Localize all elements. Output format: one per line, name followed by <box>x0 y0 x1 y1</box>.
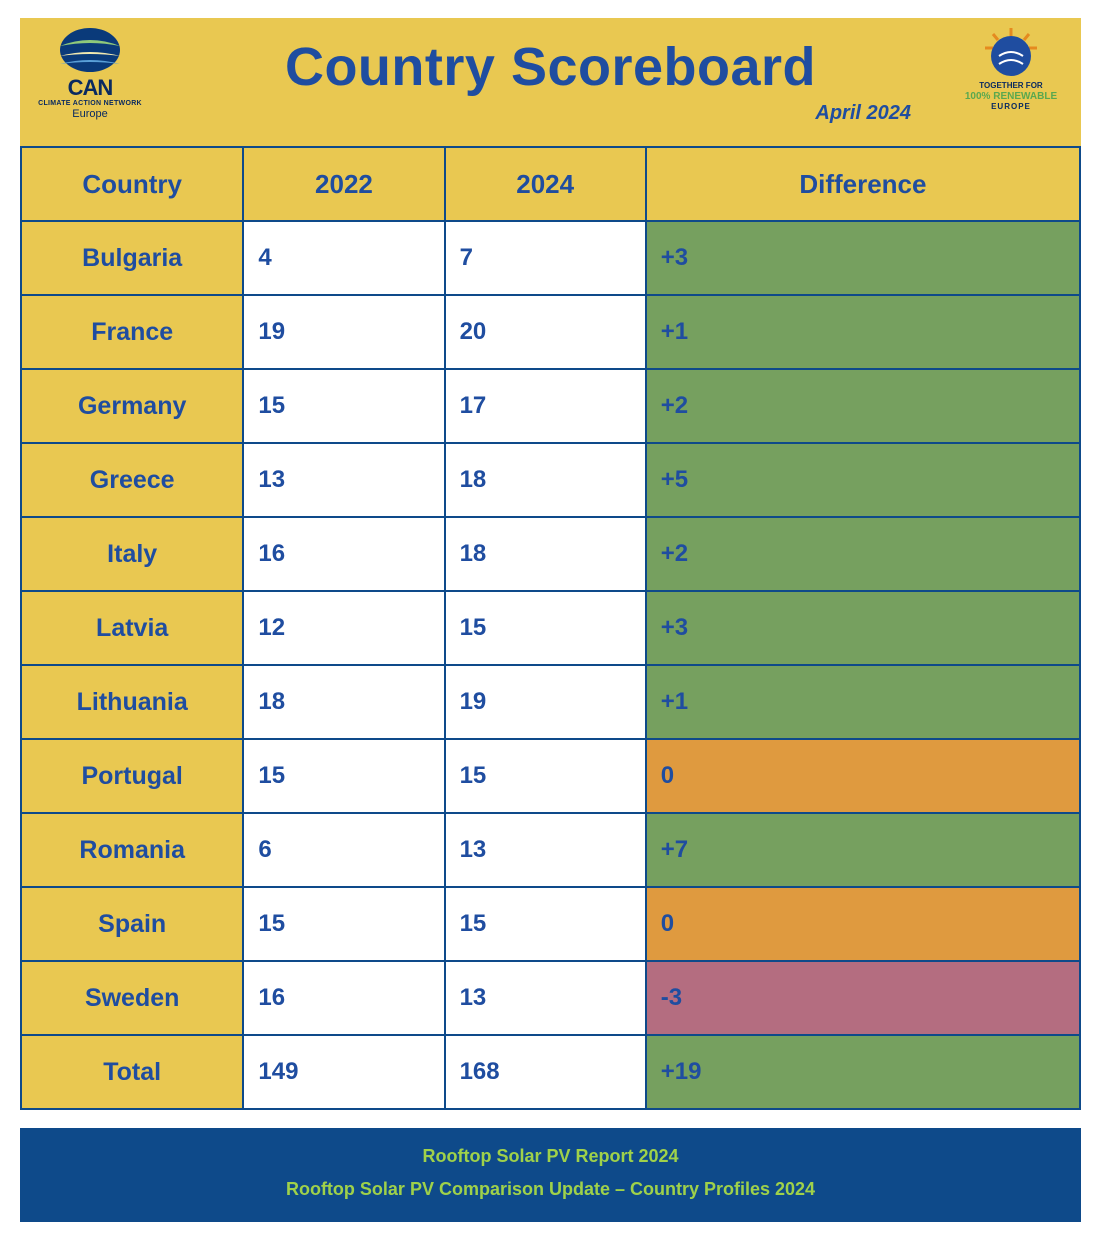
can-europe-logo: CAN CLIMATE ACTION NETWORK Europe <box>30 26 150 120</box>
difference-cell: 0 <box>646 887 1080 961</box>
value-2022: 13 <box>243 443 444 517</box>
table-row: Spain15150 <box>21 887 1080 961</box>
difference-cell: +3 <box>646 591 1080 665</box>
difference-cell: +2 <box>646 517 1080 591</box>
value-2022: 6 <box>243 813 444 887</box>
value-2024: 13 <box>445 813 646 887</box>
difference-cell: +7 <box>646 813 1080 887</box>
value-2022: 15 <box>243 887 444 961</box>
table-row: Latvia1215+3 <box>21 591 1080 665</box>
value-2024: 7 <box>445 221 646 295</box>
table-row: Italy1618+2 <box>21 517 1080 591</box>
page-title: Country Scoreboard <box>150 36 951 98</box>
value-2022: 12 <box>243 591 444 665</box>
value-2024: 18 <box>445 517 646 591</box>
can-logo-subtext: CLIMATE ACTION NETWORK <box>38 100 142 108</box>
value-2022: 4 <box>243 221 444 295</box>
renew-logo-line3: EUROPE <box>991 103 1031 112</box>
country-cell: Sweden <box>21 961 243 1035</box>
value-2024: 13 <box>445 961 646 1035</box>
scoreboard-page: CAN CLIMATE ACTION NETWORK Europe Countr… <box>0 0 1101 1246</box>
country-cell: Germany <box>21 369 243 443</box>
col-2022: 2022 <box>243 147 444 221</box>
country-cell: Latvia <box>21 591 243 665</box>
table-row: Total149168+19 <box>21 1035 1080 1109</box>
value-2024: 18 <box>445 443 646 517</box>
value-2022: 19 <box>243 295 444 369</box>
col-country: Country <box>21 147 243 221</box>
header-bar: CAN CLIMATE ACTION NETWORK Europe Countr… <box>20 18 1081 146</box>
can-logo-text: CAN <box>68 76 113 100</box>
table-row: Bulgaria47+3 <box>21 221 1080 295</box>
country-cell: Total <box>21 1035 243 1109</box>
difference-cell: +5 <box>646 443 1080 517</box>
value-2022: 18 <box>243 665 444 739</box>
difference-cell: +1 <box>646 295 1080 369</box>
value-2024: 15 <box>445 887 646 961</box>
table-row: France1920+1 <box>21 295 1080 369</box>
country-cell: Portugal <box>21 739 243 813</box>
can-logo-region: Europe <box>72 108 107 120</box>
table-row: Greece1318+5 <box>21 443 1080 517</box>
difference-cell: 0 <box>646 739 1080 813</box>
scoreboard-table: Country 2022 2024 Difference Bulgaria47+… <box>20 146 1081 1110</box>
page-subtitle: April 2024 <box>150 102 911 125</box>
table-row: Portugal15150 <box>21 739 1080 813</box>
col-2024: 2024 <box>445 147 646 221</box>
value-2024: 15 <box>445 591 646 665</box>
country-cell: Spain <box>21 887 243 961</box>
col-difference: Difference <box>646 147 1080 221</box>
table-row: Germany1517+2 <box>21 369 1080 443</box>
value-2022: 16 <box>243 961 444 1035</box>
country-cell: Lithuania <box>21 665 243 739</box>
country-cell: Greece <box>21 443 243 517</box>
can-globe-icon <box>55 26 125 74</box>
value-2024: 17 <box>445 369 646 443</box>
value-2022: 149 <box>243 1035 444 1109</box>
difference-cell: +19 <box>646 1035 1080 1109</box>
country-cell: Bulgaria <box>21 221 243 295</box>
footer-line-1: Rooftop Solar PV Report 2024 <box>20 1140 1081 1173</box>
difference-cell: +1 <box>646 665 1080 739</box>
value-2022: 15 <box>243 739 444 813</box>
value-2024: 20 <box>445 295 646 369</box>
country-cell: Romania <box>21 813 243 887</box>
value-2022: 16 <box>243 517 444 591</box>
table-row: Sweden1613-3 <box>21 961 1080 1035</box>
value-2024: 15 <box>445 739 646 813</box>
table-row: Romania613+7 <box>21 813 1080 887</box>
table-body: Bulgaria47+3France1920+1Germany1517+2Gre… <box>21 221 1080 1109</box>
title-block: Country Scoreboard April 2024 <box>150 26 951 125</box>
value-2024: 168 <box>445 1035 646 1109</box>
renew-logo-line1: TOGETHER FOR <box>979 82 1042 91</box>
table-header-row: Country 2022 2024 Difference <box>21 147 1080 221</box>
renewable-europe-logo: TOGETHER FOR 100% RENEWABLE EUROPE <box>951 26 1071 112</box>
difference-cell: +3 <box>646 221 1080 295</box>
difference-cell: +2 <box>646 369 1080 443</box>
value-2022: 15 <box>243 369 444 443</box>
country-cell: France <box>21 295 243 369</box>
footer-line-2: Rooftop Solar PV Comparison Update – Cou… <box>20 1173 1081 1206</box>
difference-cell: -3 <box>646 961 1080 1035</box>
table-row: Lithuania1819+1 <box>21 665 1080 739</box>
country-cell: Italy <box>21 517 243 591</box>
footer-bar: Rooftop Solar PV Report 2024 Rooftop Sol… <box>20 1128 1081 1222</box>
value-2024: 19 <box>445 665 646 739</box>
sun-wind-icon <box>979 26 1043 80</box>
renew-logo-line2: 100% RENEWABLE <box>965 91 1057 102</box>
